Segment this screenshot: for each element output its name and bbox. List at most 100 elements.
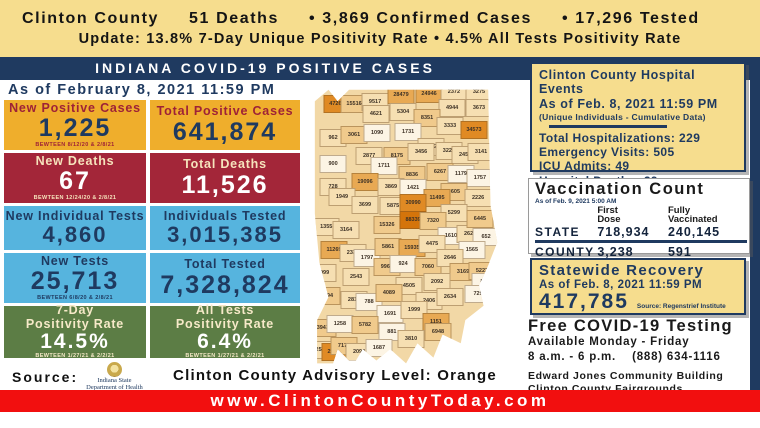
vax-fully-vaccinated: 240,145: [667, 225, 721, 240]
county-cell: 4944: [438, 98, 466, 117]
testing-hours-row: 8 a.m. - 6 p.m. (888) 634-1116: [528, 350, 756, 364]
stat-note: BEWTEEN 12/24/20 & 2/8/21: [33, 194, 117, 201]
vax-row-name: STATE: [535, 225, 581, 240]
stat-note: BEWTEEN 1/27/21 & 2/2/21: [185, 353, 265, 360]
stat-box-new-deaths: New Deaths 67 BEWTEEN 12/24/20 & 2/8/21: [4, 153, 146, 203]
stat-value: 14.5%: [40, 330, 110, 354]
vax-first-dose: 718,934: [597, 225, 650, 240]
hospital-stat-total-hospitalizations: Total Hospitalizations: 229: [539, 131, 701, 146]
testing-days: Available Monday - Friday: [528, 336, 690, 349]
stat-box-all-tests: All Tests Positivity Rate 6.4% BEWTEEN 1/27…: [150, 302, 300, 360]
stat-column-new: New Positive Cases 1,225 BEWTEEN 8/12/20 &…: [4, 100, 146, 359]
county-cell: 3141: [467, 142, 495, 161]
fully-vaccinated-header: Fully Vaccinated: [667, 204, 718, 226]
county-cell: 1691: [376, 305, 404, 324]
top-banner-line1: Clinton County 51 Deaths • 3,869 Confirm…: [0, 10, 760, 28]
county-cell: 4621: [362, 104, 390, 123]
hospital-stats-list: Total Hospitalizations: 229 Emergency Vis…: [539, 131, 737, 188]
isdh-logo-text: Indiana State Department of Health: [86, 377, 143, 392]
as-of-date: As of February 8, 2021 11:59 PM: [8, 82, 276, 98]
county-cell: 3333: [436, 117, 464, 136]
county-cell: 4089: [375, 284, 403, 303]
county-cell: 1999: [400, 301, 428, 320]
vaccination-table: First Dose Fully Vaccinated STATE 718,934…: [535, 204, 747, 259]
address-line: Edward Jones Community Building: [528, 370, 724, 383]
county-cell: 1731: [394, 123, 422, 142]
stat-value: 6.4%: [197, 330, 253, 354]
county-cell: 962: [319, 129, 347, 148]
county-cell: 15326: [373, 216, 401, 235]
testing-phone: (888) 634-1116: [632, 350, 721, 363]
county-cell: 3164: [332, 221, 360, 240]
stat-label: New Tests: [40, 253, 110, 268]
stat-value: 25,713: [30, 267, 120, 296]
update-line: Update: 13.8% 7-Day Unique Positivity Ra…: [78, 31, 682, 47]
stat-label: New Deaths: [35, 153, 115, 168]
stat-value: 11,526: [181, 170, 269, 199]
tested-stat: • 17,296 Tested: [561, 10, 700, 27]
divider: [549, 125, 667, 129]
indiana-county-map: 47264 15516 9517 28479 24946 2372 3275 4621 5304…: [314, 89, 498, 364]
deaths-stat: 51 Deaths: [189, 10, 280, 27]
divider: [535, 240, 747, 244]
stat-value: 67: [59, 167, 91, 196]
source-label: Source:: [12, 368, 79, 385]
stat-label: Total Deaths: [183, 157, 267, 171]
vaccination-count-box: Vaccination Count As of Feb. 9, 2021 5:0…: [528, 178, 750, 259]
county-cell: 1565: [458, 240, 486, 259]
source-row: Source: Indiana State Department of Heal…: [12, 362, 143, 392]
county-cell: 4475: [418, 235, 446, 254]
stat-label: New Positive Cases: [9, 100, 141, 115]
stat-note: BEWTEEN 6/8/20 & 2/8/21: [37, 294, 113, 301]
county-cell: 3699: [351, 195, 379, 214]
county-cell: 2092: [423, 273, 451, 292]
stat-label: Positivity Rate: [25, 316, 125, 331]
county-cell: 5304: [389, 102, 417, 121]
hospital-events-box: Clinton County Hospital Events As of Feb…: [530, 62, 746, 196]
stat-label: Total Positive Cases: [156, 104, 294, 118]
county-cell: 3673: [465, 98, 493, 117]
advisory-level: Clinton County Advisory Level: Orange: [173, 367, 497, 384]
county-cell: 5861: [374, 238, 402, 256]
county-cell: 5782: [351, 316, 379, 335]
stat-label: Positivity Rate: [175, 316, 275, 331]
vaccination-asof: As of Feb. 9, 2021 5:00 AM: [535, 197, 617, 205]
recovery-row: 417,785 Source: Regenstrief Institute: [539, 291, 737, 312]
county-cell: 1757: [466, 168, 494, 187]
county-cell: 3810: [397, 329, 425, 348]
county-cell: 729: [464, 284, 492, 303]
hospital-stat-icu-admits: ICU Admits: 49: [539, 159, 630, 174]
county-cell: 6445: [466, 210, 494, 229]
county-cell: 19096: [351, 172, 379, 191]
stat-label: 7-Day: [55, 302, 95, 317]
county-cell: 28479: [387, 89, 415, 104]
first-dose-header: First Dose: [597, 204, 621, 226]
county-cell: 900: [319, 155, 347, 174]
stat-label: New Individual Tests: [5, 208, 145, 223]
county-cell: 2226: [464, 189, 492, 208]
stat-box-total-deaths: Total Deaths 11,526: [150, 153, 300, 203]
isdh-logo: Indiana State Department of Health: [86, 362, 143, 392]
county-cell: 11495: [423, 189, 451, 208]
stat-box-new-tests: New Tests 25,713 BEWTEEN 6/8/20 & 2/8/21: [4, 253, 146, 303]
statewide-recovery-box: Statewide Recovery As of Feb. 8, 2021 11…: [530, 258, 746, 315]
isdh-logo-icon: [106, 362, 122, 377]
stat-box-new-individual-tests: New Individual Tests 4,860: [4, 206, 146, 250]
county-cell: 3494: [314, 286, 341, 305]
vaccination-title: Vaccination Count: [535, 180, 705, 198]
county-cell: 7320: [419, 212, 447, 231]
hospital-box-asof: As of Feb. 8, 2021 11:59 PM: [539, 96, 718, 111]
stat-value: 7,328,824: [160, 270, 290, 299]
county-cell: 15516: [340, 94, 368, 113]
stat-column-total: Total Positive Cases 641,874 Total Deaths 1…: [150, 100, 300, 360]
recovery-value: 417,785: [539, 289, 629, 313]
stat-value: 641,874: [172, 117, 278, 146]
county-cell: 2634: [436, 288, 464, 307]
testing-title: Free COVID-19 Testing: [528, 317, 733, 335]
stat-box-7-day: 7-Day Positivity Rate 14.5% BEWTEEN 1/27/21…: [4, 302, 146, 359]
county-cell: 1999: [314, 263, 337, 282]
county-cell: 1090: [363, 123, 391, 142]
stat-label: All Tests: [195, 302, 255, 317]
stat-label: Total Tested: [184, 257, 266, 271]
county-cell: 3456: [407, 142, 435, 161]
